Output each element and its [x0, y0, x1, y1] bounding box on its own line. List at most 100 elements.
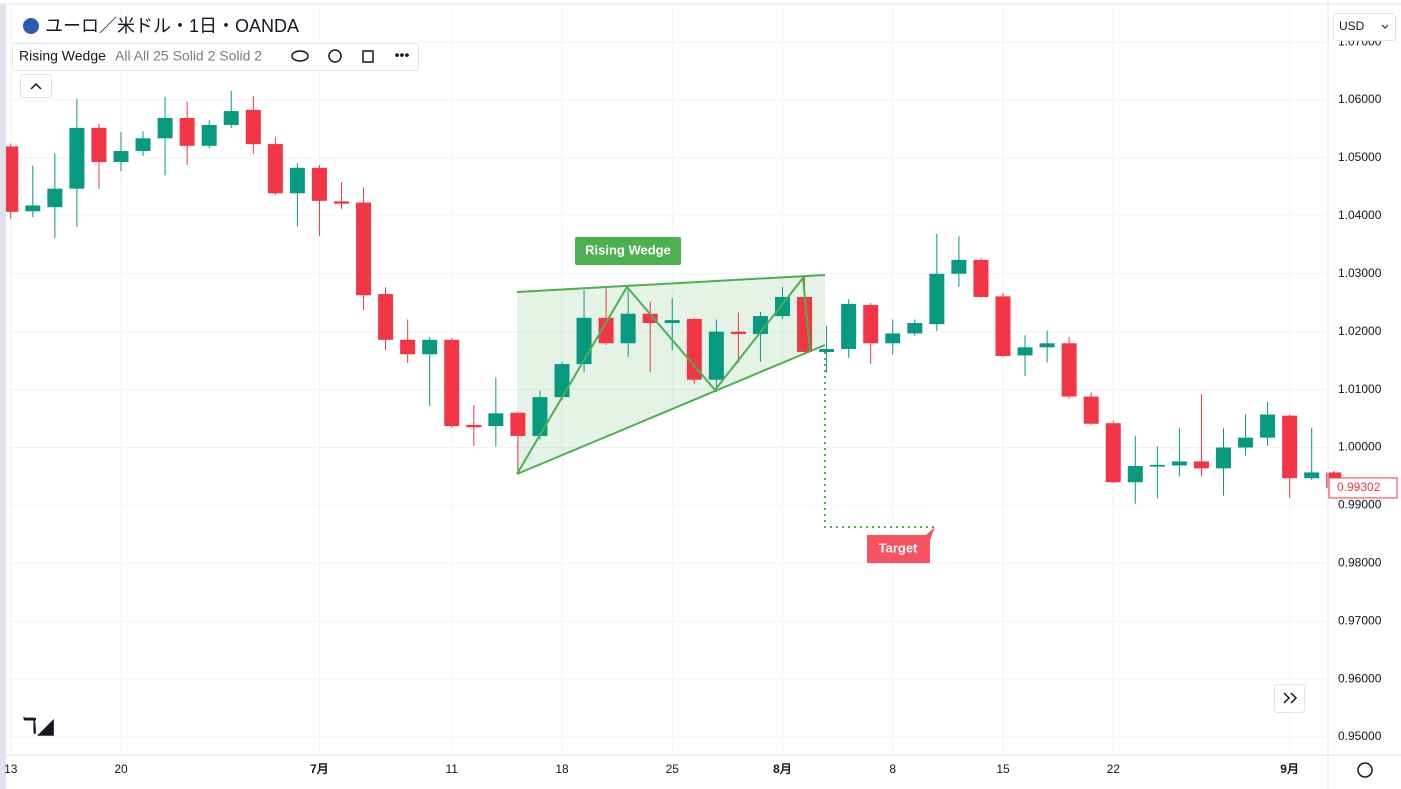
- x-axis: 13 20 7月 11 18 25 8月 8 15 22 9月: [4, 762, 1299, 776]
- grid: [6, 8, 1328, 755]
- wedge-label: Rising Wedge: [585, 242, 671, 257]
- candle-body: [1105, 423, 1121, 483]
- y-tick-label: 0.95000: [1338, 729, 1382, 743]
- candle-body: [267, 144, 283, 194]
- candle-body: [1193, 461, 1209, 469]
- y-tick-label: 0.99000: [1338, 498, 1382, 512]
- candle-body: [223, 111, 239, 125]
- candle-body: [422, 339, 438, 355]
- candle-body: [995, 296, 1011, 357]
- candle-body: [488, 413, 504, 427]
- candle-body: [973, 259, 989, 297]
- scroll-icon: [1290, 692, 1298, 704]
- candle-body: [1039, 343, 1055, 348]
- candle-body: [532, 397, 548, 436]
- target-label: Target: [879, 540, 918, 555]
- eye-icon[interactable]: [291, 50, 309, 62]
- more-icon[interactable]: •••: [395, 47, 410, 63]
- target-label-box: [867, 527, 935, 563]
- candle-body: [686, 318, 702, 380]
- candle-body: [1149, 464, 1165, 467]
- x-tick-label: 15: [996, 762, 1010, 776]
- candle-body: [819, 349, 835, 352]
- candle-body: [135, 138, 151, 152]
- candle-body: [620, 313, 636, 344]
- candle-body: [510, 412, 526, 436]
- y-tick-label: 1.03000: [1338, 266, 1382, 280]
- candle-body: [576, 317, 592, 365]
- x-tick-label: 9月: [1280, 762, 1299, 776]
- symbol-title: ユーロ／米ドル・1日・OANDA: [45, 16, 299, 36]
- y-tick-label: 0.97000: [1338, 613, 1382, 627]
- wedge-zigzag: [516, 275, 811, 475]
- candle-body: [708, 331, 724, 380]
- y-tick-label: 1.06000: [1338, 92, 1382, 106]
- x-tick-label: 22: [1107, 762, 1121, 776]
- rising-wedge-drawing: [517, 275, 825, 474]
- candle-body: [444, 339, 460, 427]
- drawing-legend: [12, 43, 419, 71]
- target-line: [824, 352, 935, 528]
- candle-body: [885, 333, 901, 344]
- legend-icons[interactable]: •••: [291, 47, 410, 63]
- y-tick-label: 1.01000: [1338, 382, 1382, 396]
- wedge-label-box: [575, 237, 681, 265]
- collapse-button[interactable]: [20, 74, 52, 98]
- candle-body: [664, 320, 680, 324]
- currency-label: USD: [1339, 19, 1365, 33]
- y-tick-label: 1.00000: [1338, 440, 1382, 454]
- x-tick-label: 13: [4, 762, 18, 776]
- wedge-upper: [516, 274, 826, 293]
- candle-body: [775, 296, 790, 317]
- wedge-lines: [516, 274, 935, 528]
- left-border: [0, 4, 6, 789]
- candle-body: [1216, 447, 1231, 469]
- y-tick-label: 1.05000: [1338, 150, 1382, 164]
- candle-body: [841, 303, 857, 350]
- wedge-lower: [516, 344, 826, 475]
- x-tick-label: 18: [555, 762, 569, 776]
- axis-settings-icon[interactable]: [1357, 762, 1373, 778]
- candle-body: [730, 331, 746, 335]
- y-tick-label: 0.96000: [1338, 671, 1382, 685]
- logo: ℸ◢: [22, 713, 54, 738]
- candle-body: [3, 146, 19, 212]
- y-tick-label: 1.04000: [1338, 208, 1382, 222]
- candle-body: [1260, 414, 1276, 438]
- candle-body: [598, 317, 614, 344]
- wedge-fill: [517, 275, 825, 474]
- candle-body: [334, 201, 349, 204]
- candle-body: [554, 364, 570, 398]
- currency-button[interactable]: [1333, 13, 1396, 41]
- candle-body: [1304, 472, 1320, 479]
- drawing-settings: All All 25 Solid 2 Solid 2: [115, 48, 262, 64]
- candle-body: [907, 323, 923, 334]
- candle-body: [951, 259, 967, 274]
- candle-body: [378, 294, 394, 340]
- candle-body: [25, 205, 41, 212]
- candle-body: [863, 305, 879, 344]
- x-tick-label: 20: [114, 762, 128, 776]
- candle-body: [1083, 396, 1099, 424]
- candle-body: [179, 118, 195, 146]
- x-tick-label: 25: [666, 762, 680, 776]
- settings-icon[interactable]: [328, 49, 342, 63]
- x-tick-label: 7月: [310, 762, 329, 776]
- y-tick-label: 1.02000: [1338, 324, 1382, 338]
- candle-body: [91, 127, 107, 163]
- candle-body: [642, 313, 658, 324]
- candle-body: [289, 167, 305, 194]
- drawing-name: Rising Wedge: [19, 48, 106, 64]
- currency-caret: [1381, 24, 1389, 29]
- candle-body: [752, 316, 768, 335]
- candle-body: [356, 202, 372, 296]
- x-tick-label: 8月: [773, 762, 792, 776]
- trash-icon[interactable]: [362, 50, 374, 63]
- y-tick-label: 0.98000: [1338, 555, 1382, 569]
- candle-body: [1171, 461, 1187, 466]
- scroll-icon: [1283, 692, 1291, 704]
- last-price-label: 0.99302: [1337, 480, 1381, 494]
- x-tick-label: 8: [889, 762, 896, 776]
